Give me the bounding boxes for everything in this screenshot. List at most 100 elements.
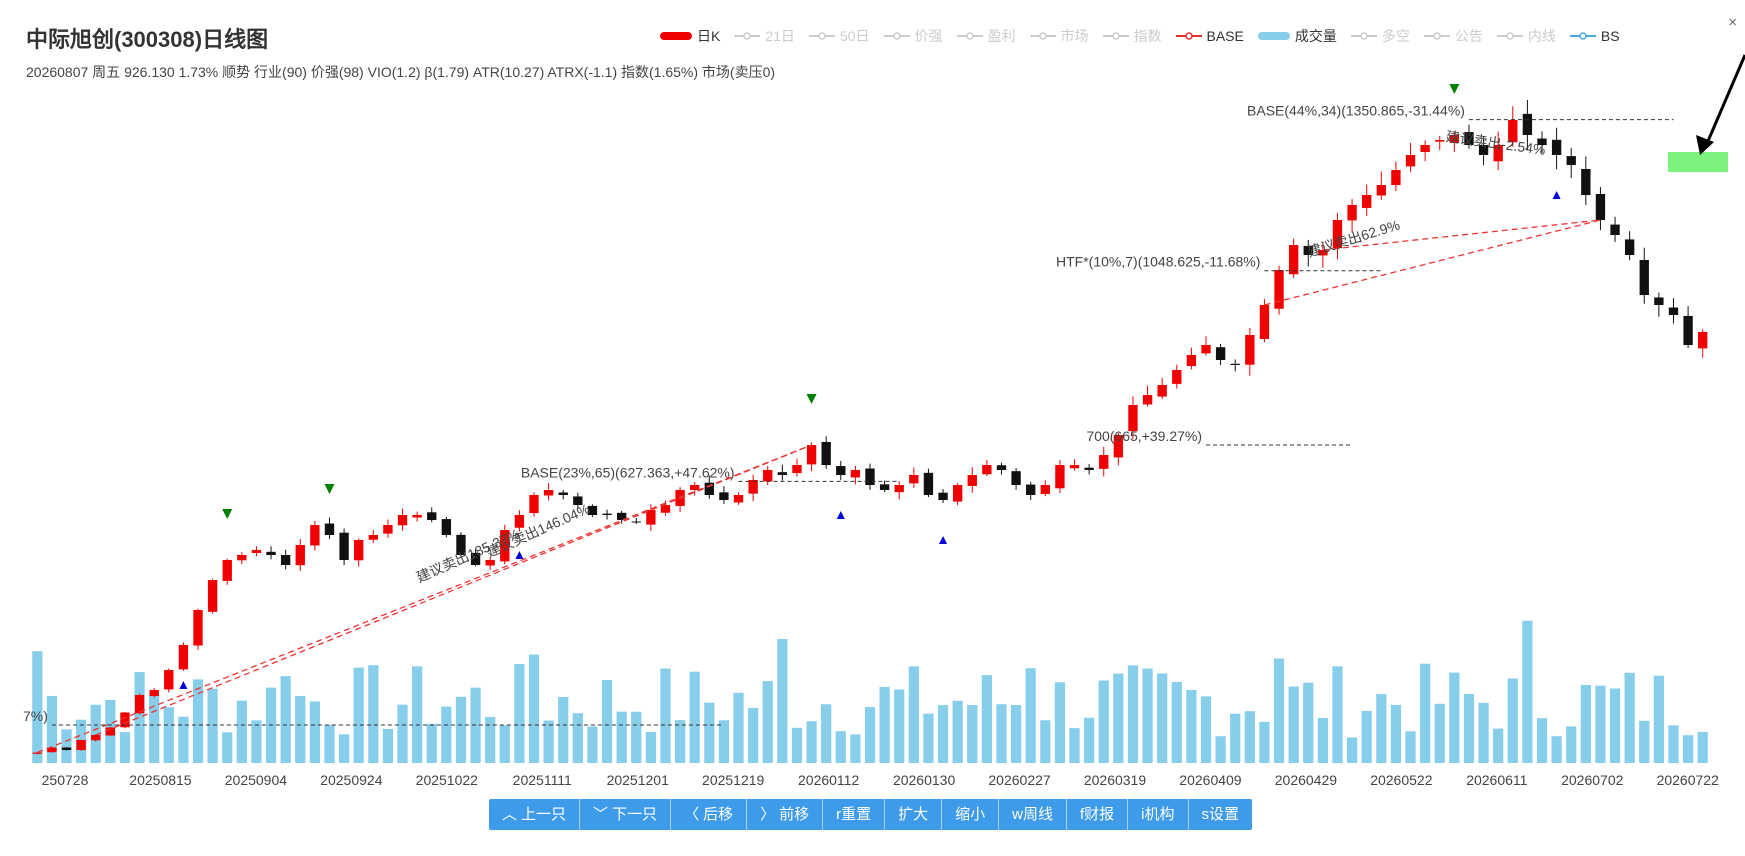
x-tick-label: 20260130 <box>893 772 956 788</box>
candle-body <box>777 472 788 475</box>
toolbar-button-8[interactable]: f财报 <box>1067 799 1129 830</box>
candle-body <box>836 466 846 475</box>
candle-body <box>105 727 116 736</box>
arrow-icon: 〈 <box>684 806 700 823</box>
candle-body <box>543 490 554 496</box>
legend-swatch-icon <box>883 28 910 44</box>
candle-body <box>193 610 203 646</box>
legend-item-11[interactable]: 内线 <box>1496 26 1556 46</box>
volume-bar <box>674 720 686 763</box>
volume-bar <box>61 729 72 763</box>
toolbar-button-label: 后移 <box>703 806 734 823</box>
volume-bar <box>1171 681 1182 763</box>
volume-bar <box>1303 682 1314 763</box>
legend-item-3[interactable]: 价强 <box>883 26 943 46</box>
legend-item-1[interactable]: 21日 <box>734 26 795 46</box>
legend-item-5[interactable]: 市场 <box>1029 26 1089 46</box>
base-label: BASE(23%,65)(627.363,+47.62%) <box>521 464 735 480</box>
legend-item-0[interactable]: 日K <box>660 26 720 46</box>
volume-bar <box>1127 665 1139 763</box>
volume-bar <box>178 716 189 763</box>
candle-body <box>719 492 729 500</box>
legend-label: BASE <box>1206 28 1244 44</box>
x-tick-label: 250728 <box>42 772 89 788</box>
legend-item-12[interactable]: BS <box>1569 28 1620 44</box>
toolbar-button-9[interactable]: i机构 <box>1128 799 1189 830</box>
legend-item-4[interactable]: 盈利 <box>956 26 1016 46</box>
toolbar-button-4[interactable]: r重置 <box>823 799 886 830</box>
volume-bar <box>791 727 803 763</box>
volume-bar <box>923 713 934 763</box>
candle-body <box>266 551 276 555</box>
volume-bar <box>514 664 525 763</box>
page-title: 中际旭创(300308)日线图 <box>26 27 269 52</box>
volume-bar <box>1186 689 1197 763</box>
volume-bar <box>1463 693 1475 763</box>
trend-line <box>1322 219 1601 251</box>
volume-bar <box>718 720 730 763</box>
candle-body <box>1113 435 1124 458</box>
arrow-icon: ︿ <box>502 806 518 823</box>
candle-body <box>733 495 744 503</box>
candle-body <box>207 580 218 612</box>
volume-bar <box>1200 696 1212 763</box>
volume-bar <box>426 723 437 763</box>
close-icon[interactable]: × <box>1728 14 1737 31</box>
toolbar-button-1[interactable]: ﹀ 下一只 <box>580 799 672 830</box>
legend-item-2[interactable]: 50日 <box>808 26 870 46</box>
candle-body <box>1186 355 1197 367</box>
candle-body <box>763 470 773 482</box>
volume-bar <box>338 734 350 763</box>
volume-bar <box>1273 658 1285 763</box>
candle-body <box>616 512 627 520</box>
candle-body <box>1420 145 1430 153</box>
legend-label: 指数 <box>1133 28 1162 44</box>
volume-bar <box>1682 735 1694 763</box>
toolbar-button-2[interactable]: 〈后移 <box>671 799 748 830</box>
toolbar-button-label: w周线 <box>1012 806 1053 823</box>
legend-item-7[interactable]: BASE <box>1175 28 1244 44</box>
legend-item-10[interactable]: 公告 <box>1423 26 1483 46</box>
base-label: BASE(44%,34)(1350.865,-31.44%) <box>1247 103 1465 119</box>
candle-body <box>1011 471 1021 485</box>
volume-bar <box>528 654 540 763</box>
base-label: 7%) <box>23 708 48 724</box>
volume-bar <box>733 692 744 763</box>
toolbar-button-10[interactable]: s设置 <box>1189 799 1253 830</box>
toolbar-button-7[interactable]: w周线 <box>999 799 1067 830</box>
candle-body <box>1069 465 1080 469</box>
candle-body <box>1376 185 1386 196</box>
toolbar-button-0[interactable]: ︿ 上一只 <box>489 799 581 830</box>
candle-body <box>310 525 320 546</box>
toolbar-button-5[interactable]: 扩大 <box>885 799 943 830</box>
volume-bar <box>1142 668 1153 763</box>
volume-bar <box>748 707 759 763</box>
candle-body <box>470 552 481 565</box>
legend-swatch-icon <box>956 28 983 44</box>
volume-bar <box>1098 680 1109 763</box>
volume-bar <box>324 724 335 763</box>
volume-bar <box>908 666 919 763</box>
legend-label: 盈利 <box>987 28 1016 44</box>
legend-item-6[interactable]: 指数 <box>1102 26 1162 46</box>
volume-bar <box>412 666 423 763</box>
toolbar-button-3[interactable]: 〉前移 <box>747 799 824 830</box>
legend-item-8[interactable]: 成交量 <box>1257 26 1337 46</box>
candle-body <box>1172 370 1182 384</box>
target-zone <box>1668 152 1728 172</box>
candle-body <box>485 560 495 566</box>
candle-body <box>1566 156 1576 165</box>
legend-item-9[interactable]: 多空 <box>1350 26 1410 46</box>
toolbar-button-6[interactable]: 缩小 <box>942 799 1000 830</box>
candle-body <box>1230 363 1240 365</box>
candle-body <box>1259 305 1270 340</box>
legend-label: 21日 <box>765 28 795 44</box>
x-tick-label: 20260702 <box>1561 772 1624 788</box>
candle-body <box>324 523 335 535</box>
legend-swatch-icon <box>1569 28 1596 44</box>
volume-bar <box>1084 717 1095 763</box>
volume-bar <box>1522 620 1533 763</box>
candle-body <box>1201 345 1211 354</box>
volume-bar <box>485 716 496 763</box>
